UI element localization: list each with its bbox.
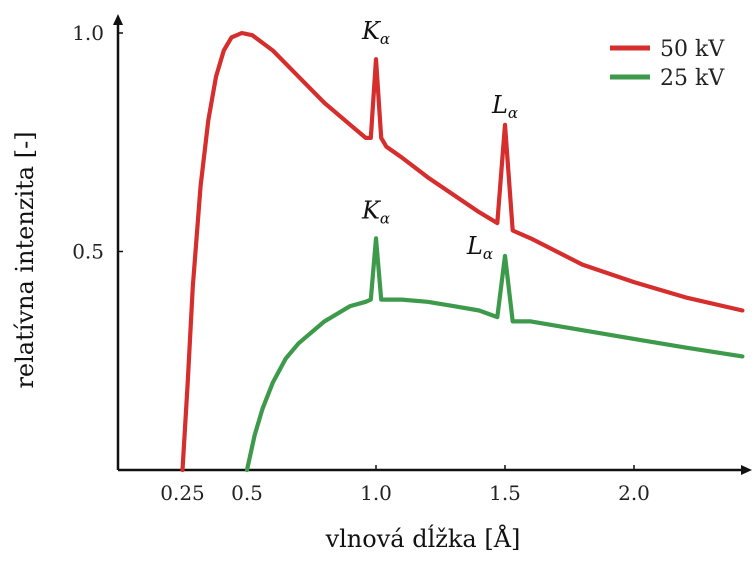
peak-label: Lα	[491, 91, 518, 122]
y-axis-title: relatívna intenzita [-]	[11, 131, 39, 388]
x-tick-label: 0.5	[231, 481, 263, 505]
series-line-2	[244, 236, 745, 473]
y-tick-label: 1.0	[72, 21, 104, 45]
peak-label-main: K	[361, 17, 382, 45]
legend: 50 kV 25 kV	[610, 37, 725, 91]
x-axis-title: vlnová dĺžka [Å]	[325, 524, 521, 553]
y-axis-arrow-icon	[113, 14, 123, 25]
x-axis-arrow-icon	[741, 465, 752, 475]
legend-label: 50 kV	[660, 37, 725, 62]
series-line-1	[180, 30, 745, 473]
legend-label: 25 kV	[660, 66, 725, 91]
peak-label: Kα	[361, 17, 390, 48]
x-tick-label: 1.0	[360, 481, 392, 505]
ticks: 0.25 0.5 1.0 1.5 2.0 0.5 1.0	[72, 21, 650, 505]
peak-label-sub: α	[380, 209, 390, 227]
series-layer	[180, 30, 745, 473]
x-tick-label: 1.5	[489, 481, 521, 505]
x-tick-label: 0.25	[160, 481, 205, 505]
peak-label-sub: α	[483, 245, 493, 263]
peak-label-main: L	[466, 232, 483, 260]
peak-label-main: K	[361, 196, 382, 224]
x-tick-label: 2.0	[618, 481, 650, 505]
peak-label: Lα	[466, 232, 493, 263]
y-tick-label: 0.5	[72, 240, 104, 264]
axes	[113, 14, 752, 475]
peak-label: Kα	[361, 196, 390, 227]
peak-label-sub: α	[508, 104, 518, 122]
peak-label-sub: α	[380, 30, 390, 48]
peak-label-main: L	[491, 91, 508, 119]
